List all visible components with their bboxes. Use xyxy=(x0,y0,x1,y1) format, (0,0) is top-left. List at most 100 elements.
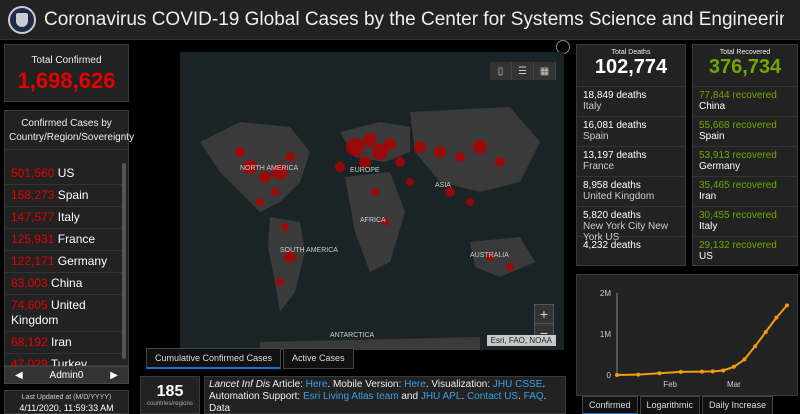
total-recovered-header: Total Recovered 376,734 xyxy=(693,45,797,87)
deaths-row[interactable]: 4,232 deaths xyxy=(577,237,685,265)
country-row[interactable]: 125,931 France xyxy=(5,229,125,251)
case-bubble[interactable] xyxy=(243,160,257,174)
deaths-row[interactable]: 13,197 deaths France xyxy=(577,147,685,177)
case-bubble[interactable] xyxy=(434,146,446,158)
tab-daily-increase[interactable]: Daily Increase xyxy=(702,396,774,414)
case-bubble[interactable] xyxy=(346,138,364,156)
country-list-title: Confirmed Cases by Country/Region/Sovere… xyxy=(5,111,134,150)
case-bubble[interactable] xyxy=(285,152,295,162)
tab-confirmed[interactable]: Confirmed xyxy=(582,396,638,414)
faq-link[interactable]: FAQ xyxy=(523,391,544,402)
prev-icon[interactable]: ◀ xyxy=(15,369,23,381)
total-confirmed-label: Total Confirmed xyxy=(31,55,102,66)
case-bubble[interactable] xyxy=(359,156,371,168)
country-row[interactable]: 501,560 US xyxy=(5,163,125,185)
recovered-row[interactable]: 30,455 recovered Italy xyxy=(693,207,797,237)
country-row[interactable]: 83,003 China xyxy=(5,273,125,295)
case-bubble[interactable] xyxy=(372,144,388,160)
case-bubble[interactable] xyxy=(363,133,377,147)
country-count: 158,273 xyxy=(11,188,55,202)
next-icon[interactable]: ▶ xyxy=(110,369,118,381)
country-row[interactable]: 122,171 Germany xyxy=(5,251,125,273)
case-bubble[interactable] xyxy=(381,218,389,226)
recovered-row[interactable]: 35,465 recovered Iran xyxy=(693,177,797,207)
case-bubble[interactable] xyxy=(235,147,245,157)
case-bubble[interactable] xyxy=(445,187,455,197)
case-bubble[interactable] xyxy=(371,188,379,196)
map-toolbar: ▯ ☰ ▦ xyxy=(490,62,556,80)
cases-chart[interactable]: 0 1M 2M Feb Mar xyxy=(577,275,799,397)
case-bubble[interactable] xyxy=(284,251,296,263)
recovered-row[interactable]: 55,668 recovered Spain xyxy=(693,117,797,147)
recovered-row[interactable]: 29,132 recovered US xyxy=(693,237,797,265)
admin-selector[interactable]: ◀ Admin0 ▶ xyxy=(4,366,129,384)
deaths-row[interactable]: 5,820 deaths New York City New York US xyxy=(577,207,685,243)
case-bubble[interactable] xyxy=(486,253,494,261)
jhu-csse-link[interactable]: JHU CSSE xyxy=(492,379,543,390)
zoom-out-button[interactable]: − xyxy=(535,323,553,341)
contact-link[interactable]: Contact US xyxy=(466,391,519,402)
series-point[interactable] xyxy=(657,371,662,376)
series-point[interactable] xyxy=(731,364,736,369)
series-point[interactable] xyxy=(678,369,683,374)
recovered-count: 35,465 recovered xyxy=(699,180,777,191)
mobile-link[interactable]: Here xyxy=(404,379,426,390)
country-row[interactable]: 147,577 Italy xyxy=(5,207,125,229)
deaths-row[interactable]: 8,958 deaths United Kingdom xyxy=(577,177,685,207)
deaths-row[interactable]: 16,081 deaths Spain xyxy=(577,117,685,147)
country-count-panel: 185 countries/regions xyxy=(140,376,200,414)
total-deaths-label: Total Deaths xyxy=(611,49,651,56)
tab-active-cases[interactable]: Active Cases xyxy=(283,348,354,369)
series-point[interactable] xyxy=(774,315,779,320)
jhu-apl-link[interactable]: JHU APL xyxy=(420,391,462,402)
country-name: US xyxy=(57,166,75,180)
zoom-in-button[interactable]: + xyxy=(539,306,549,322)
case-bubble[interactable] xyxy=(384,138,396,150)
case-bubble[interactable] xyxy=(276,278,284,286)
country-list-scrollbar[interactable] xyxy=(122,163,126,359)
deaths-row[interactable]: 18,849 deaths Italy xyxy=(577,87,685,117)
case-bubble[interactable] xyxy=(272,164,288,180)
qr-icon[interactable]: ▦ xyxy=(534,62,556,80)
last-updated-panel: Last Updated at (M/D/YYYY) 4/11/2020, 11… xyxy=(4,390,129,414)
tab-logarithmic[interactable]: Logarithmic xyxy=(639,396,701,414)
bookmark-icon[interactable]: ▯ xyxy=(490,62,512,80)
case-bubble[interactable] xyxy=(455,152,465,162)
series-point[interactable] xyxy=(700,369,704,374)
case-bubble[interactable] xyxy=(495,157,505,167)
case-bubble[interactable] xyxy=(256,198,264,206)
case-bubble[interactable] xyxy=(414,141,426,153)
tab-cumulative-confirmed[interactable]: Cumulative Confirmed Cases xyxy=(146,348,282,369)
list-icon[interactable]: ☰ xyxy=(512,62,534,80)
x-tick-label: Feb xyxy=(663,380,677,389)
country-row[interactable]: 74,605 United Kingdom xyxy=(5,295,125,332)
country-row[interactable]: 158,273 Spain xyxy=(5,185,125,207)
series-point[interactable] xyxy=(710,369,715,374)
series-point[interactable] xyxy=(763,329,768,334)
country-list-panel: Confirmed Cases by Country/Region/Sovere… xyxy=(4,110,134,376)
series-point[interactable] xyxy=(785,303,789,308)
recovered-row[interactable]: 77,844 recovered China xyxy=(693,87,797,117)
total-deaths-value: 102,774 xyxy=(594,56,668,78)
country-row[interactable]: 68,192 Iran xyxy=(5,332,125,354)
series-point[interactable] xyxy=(742,357,747,362)
case-bubble[interactable] xyxy=(466,198,474,206)
case-bubble[interactable] xyxy=(395,157,405,167)
case-bubble[interactable] xyxy=(406,178,414,186)
country-name: France xyxy=(57,232,96,246)
case-bubble[interactable] xyxy=(506,263,514,271)
esri-link[interactable]: Esri Living Atlas team xyxy=(302,391,399,402)
series-point[interactable] xyxy=(636,372,641,377)
country-name: Germany xyxy=(57,254,108,268)
series-point[interactable] xyxy=(721,368,726,373)
case-bubble[interactable] xyxy=(271,188,279,196)
article-link[interactable]: Here xyxy=(305,379,328,390)
series-point[interactable] xyxy=(753,344,758,349)
world-map[interactable]: NORTH AMERICA SOUTH AMERICA EUROPE ASIA … xyxy=(180,52,564,350)
series-point[interactable] xyxy=(615,372,619,377)
case-bubble[interactable] xyxy=(281,223,289,231)
case-bubble[interactable] xyxy=(259,171,271,183)
recovered-row[interactable]: 53,913 recovered Germany xyxy=(693,147,797,177)
case-bubble[interactable] xyxy=(335,162,345,172)
case-bubble[interactable] xyxy=(473,140,487,154)
